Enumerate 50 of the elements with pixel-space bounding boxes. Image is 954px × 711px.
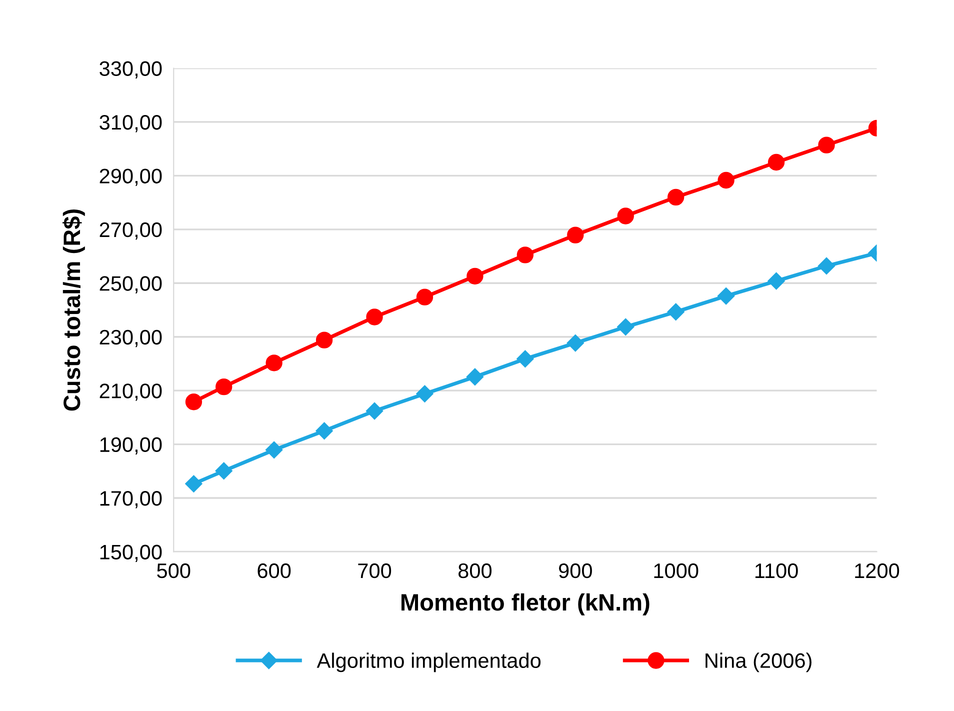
point bbox=[617, 318, 634, 336]
point bbox=[567, 226, 584, 244]
y-tick-label: 150,00 bbox=[100, 544, 162, 562]
y-tick-label: 230,00 bbox=[100, 330, 162, 348]
point bbox=[718, 172, 734, 189]
y-tick-label: 250,00 bbox=[100, 276, 162, 294]
y-tick-label: 310,00 bbox=[100, 114, 162, 132]
point bbox=[316, 332, 333, 348]
y-tick-label: 210,00 bbox=[100, 384, 162, 401]
point bbox=[768, 272, 785, 290]
point bbox=[185, 394, 202, 410]
legend-label: Algoritmo implementado bbox=[316, 652, 541, 672]
point bbox=[516, 246, 534, 264]
x-tick-label: 1000 bbox=[654, 563, 698, 578]
point bbox=[266, 354, 282, 372]
point bbox=[416, 385, 434, 402]
point bbox=[818, 257, 836, 274]
x-axis-title: Momento fletor (kN.m) bbox=[401, 593, 650, 616]
point bbox=[416, 288, 434, 306]
y-tick-label: 190,00 bbox=[100, 437, 162, 455]
point bbox=[266, 441, 283, 458]
point bbox=[466, 368, 484, 386]
y-tick-label: 330,00 bbox=[100, 61, 162, 78]
y-tick-label: 270,00 bbox=[100, 222, 162, 240]
y-axis-title: Custo total/m (R$) bbox=[62, 210, 85, 411]
point bbox=[617, 208, 634, 224]
point bbox=[466, 268, 484, 284]
point bbox=[818, 136, 835, 154]
point bbox=[215, 462, 232, 480]
point bbox=[768, 154, 785, 171]
point bbox=[185, 475, 202, 492]
point bbox=[566, 334, 584, 352]
x-tick-label: 1100 bbox=[755, 563, 798, 578]
point bbox=[316, 422, 333, 440]
point bbox=[718, 287, 735, 305]
x-tick-label: 1200 bbox=[855, 563, 900, 578]
y-tick-label: 170,00 bbox=[100, 491, 162, 508]
point bbox=[366, 402, 384, 420]
point bbox=[216, 378, 232, 396]
legend-label: Nina (2006) bbox=[706, 652, 812, 672]
y-tick-label: 290,00 bbox=[100, 168, 162, 186]
x-tick-label: 500 bbox=[157, 563, 190, 578]
point bbox=[668, 188, 684, 206]
point bbox=[516, 350, 534, 368]
point bbox=[366, 308, 383, 326]
x-tick-label: 700 bbox=[358, 563, 392, 578]
x-tick-label: 600 bbox=[258, 563, 291, 578]
x-tick-label: 800 bbox=[458, 563, 492, 578]
x-tick-label: 900 bbox=[558, 563, 592, 578]
point bbox=[667, 303, 684, 320]
